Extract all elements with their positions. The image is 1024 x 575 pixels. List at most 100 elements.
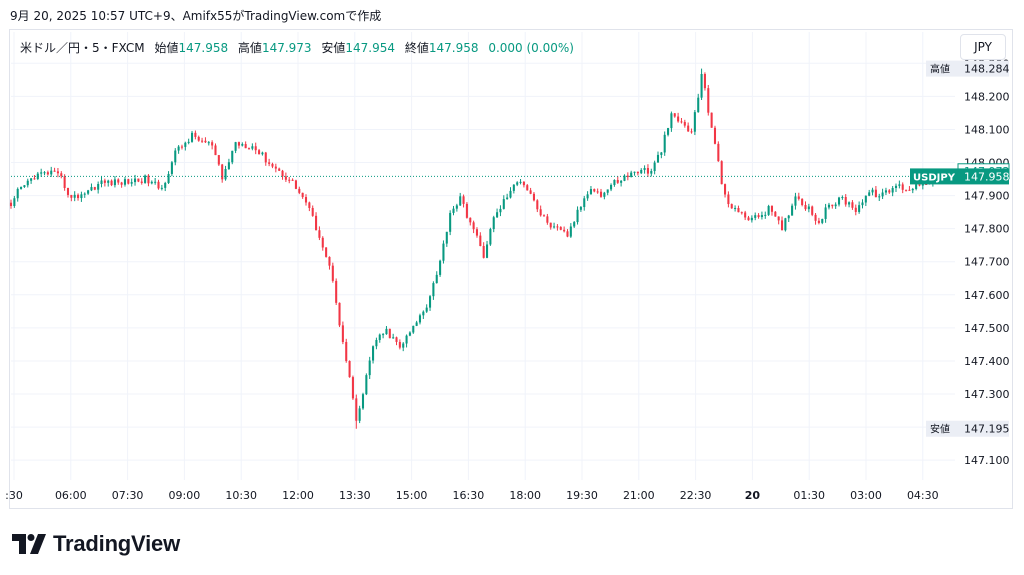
candle-body xyxy=(402,343,405,348)
candle-body xyxy=(43,172,46,174)
candle-body xyxy=(884,190,887,193)
candle-body xyxy=(720,161,723,185)
candle-body xyxy=(164,182,167,188)
candle-body xyxy=(646,168,649,174)
candle-body xyxy=(925,184,928,186)
candle-body xyxy=(599,191,603,197)
candle-body xyxy=(70,194,73,198)
candle-body xyxy=(388,328,391,339)
candle-body xyxy=(244,144,247,149)
candle-body xyxy=(16,188,19,199)
candle-body xyxy=(837,197,841,205)
candle-body xyxy=(650,171,653,174)
candle-body xyxy=(734,207,737,209)
candle-body xyxy=(217,155,220,165)
time-tick-label: 21:00 xyxy=(623,489,655,502)
chart-frame[interactable] xyxy=(9,29,1013,509)
candle-body xyxy=(127,179,130,184)
candle-body xyxy=(258,150,261,155)
candle-body xyxy=(593,189,596,192)
candle-body xyxy=(569,226,572,237)
symbol-legend: 米ドル／円・5・FXCM 始値147.958 高値147.973 安値147.9… xyxy=(20,39,574,56)
candle-body xyxy=(140,181,143,183)
candle-body xyxy=(395,337,398,342)
candle-body xyxy=(331,265,334,281)
candle-body xyxy=(382,334,385,336)
currency-button[interactable]: JPY xyxy=(960,34,1006,60)
candle-body xyxy=(730,204,733,209)
candle-body xyxy=(670,113,673,129)
candle-body xyxy=(107,180,110,183)
candle-body xyxy=(559,227,562,230)
candle-body xyxy=(348,361,351,378)
candle-body xyxy=(207,142,210,144)
legend-open-value: 147.958 xyxy=(178,41,229,55)
candle-body xyxy=(365,375,368,395)
candle-body xyxy=(905,189,908,191)
candle-body xyxy=(643,168,646,170)
candle-body xyxy=(606,189,609,193)
candle-body xyxy=(170,162,173,174)
candle-body xyxy=(764,214,767,216)
time-tick-label: 22:30 xyxy=(680,489,712,502)
candle-body xyxy=(703,73,706,89)
candle-body xyxy=(13,198,16,207)
candle-body xyxy=(318,230,321,238)
candle-body xyxy=(586,194,589,199)
candle-body xyxy=(532,193,536,201)
candle-body xyxy=(154,181,157,183)
candle-body xyxy=(744,212,747,218)
candle-body xyxy=(234,142,237,151)
price-axis: 147.100147.200147.300147.400147.500147.6… xyxy=(964,57,1010,467)
candle-body xyxy=(727,194,730,205)
candle-body xyxy=(311,207,314,216)
candle-body xyxy=(824,207,827,219)
candle-body xyxy=(774,211,777,217)
candle-body xyxy=(315,215,318,231)
tradingview-brand[interactable]: TradingView xyxy=(12,531,180,557)
price-tick-label: 147.100 xyxy=(964,454,1010,467)
candle-body xyxy=(841,197,844,199)
candle-body xyxy=(30,178,33,181)
candle-body xyxy=(653,162,656,172)
candle-body xyxy=(854,207,857,212)
candle-body xyxy=(100,180,103,185)
candle-body xyxy=(814,214,817,221)
time-tick-label: 03:00 xyxy=(850,489,882,502)
last-price-value: 147.958 xyxy=(964,170,1010,183)
time-tick-label: 19:30 xyxy=(566,489,598,502)
candle-body xyxy=(596,191,599,193)
candle-body xyxy=(227,162,230,170)
candle-body xyxy=(784,218,787,231)
candle-body xyxy=(117,179,120,183)
candle-body xyxy=(251,146,254,149)
candle-body xyxy=(120,182,123,185)
candle-body xyxy=(452,208,455,213)
candle-body xyxy=(834,204,837,207)
candle-body xyxy=(465,203,468,218)
candle-body xyxy=(757,215,760,218)
candle-body xyxy=(422,311,425,316)
candle-body xyxy=(368,360,371,376)
candle-body xyxy=(516,182,519,185)
candle-body xyxy=(93,187,96,190)
candle-body xyxy=(894,185,898,189)
candle-body xyxy=(425,307,428,312)
candle-body xyxy=(881,192,884,197)
candle-body xyxy=(341,325,344,342)
price-tick-label: 147.600 xyxy=(964,289,1010,302)
candle-body xyxy=(174,150,177,163)
candle-body xyxy=(512,184,515,191)
candle-body xyxy=(197,136,200,141)
candle-body xyxy=(549,222,552,228)
candle-body xyxy=(707,88,710,113)
candle-body xyxy=(539,209,542,216)
candle-body xyxy=(345,341,348,362)
time-tick-label: 13:30 xyxy=(339,489,371,502)
candle-body xyxy=(878,196,881,198)
candle-body xyxy=(351,377,354,399)
candle-body xyxy=(231,150,234,163)
candle-body xyxy=(613,179,616,185)
candle-body xyxy=(573,222,576,227)
